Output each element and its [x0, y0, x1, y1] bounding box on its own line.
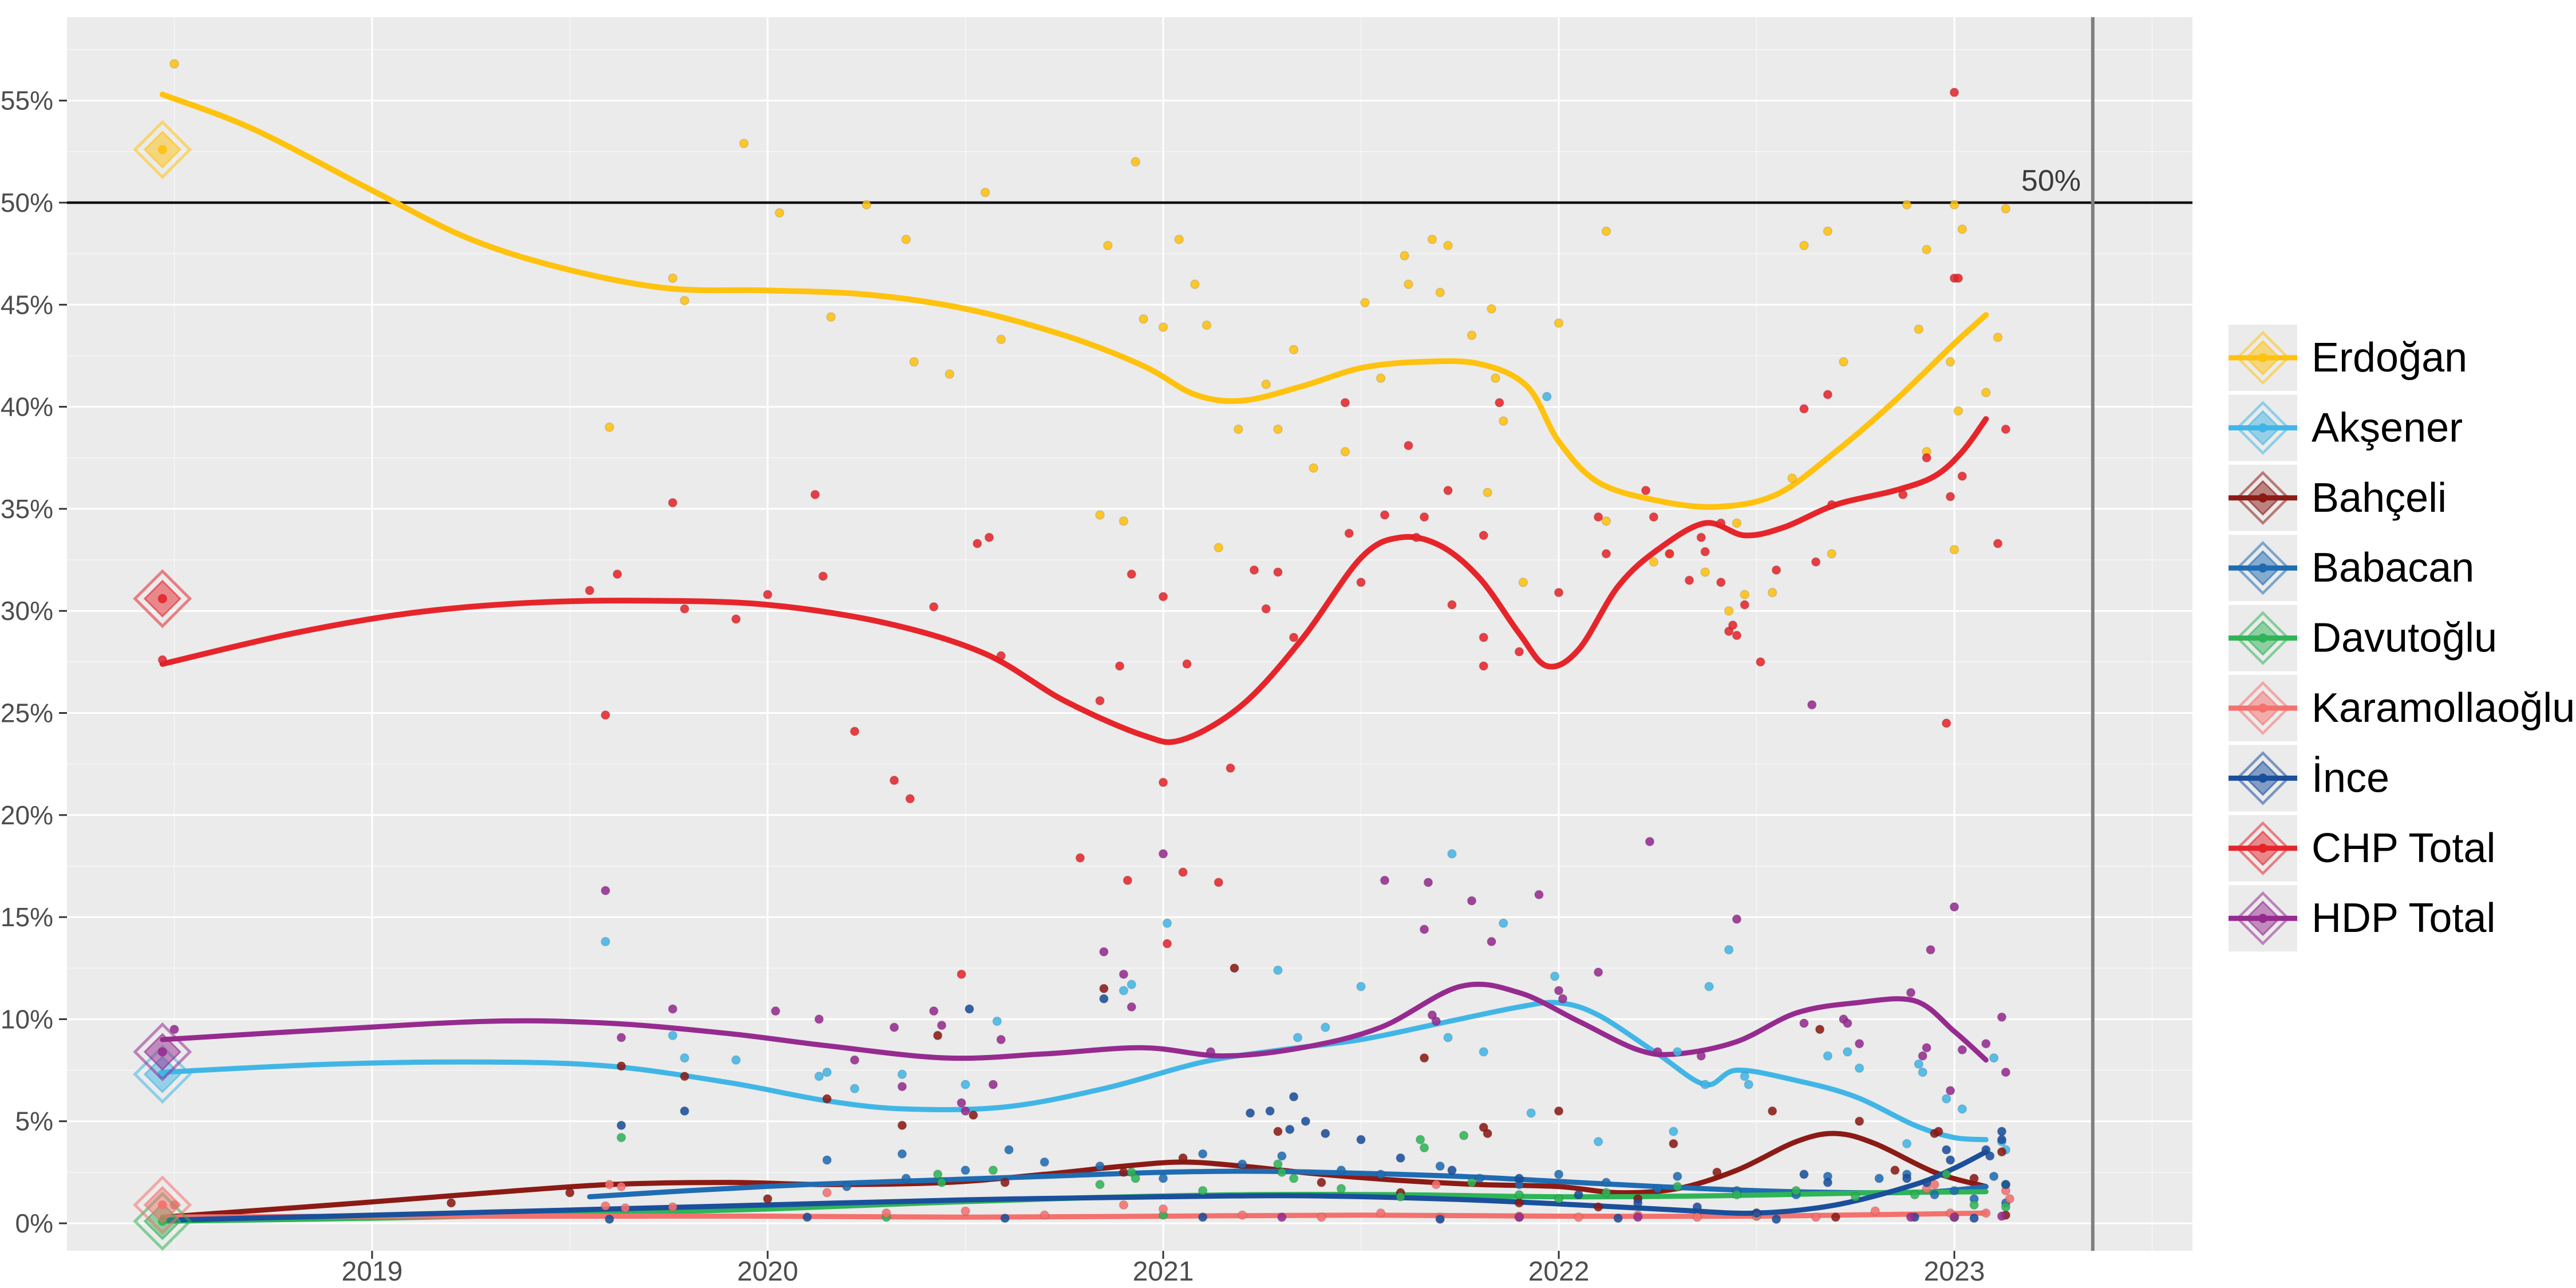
legend-key-diamond-outline	[2235, 681, 2290, 736]
legend-label-babacan: Babacan	[2312, 545, 2474, 591]
legend-key-dot	[2258, 843, 2267, 853]
y-axis-label: 45%	[1, 290, 53, 319]
trend-line-hdp	[160, 981, 1989, 1063]
y-axis-label: 50%	[1, 188, 53, 218]
legend-label-aksener: Akşener	[2312, 405, 2463, 451]
legend-key-dot	[2258, 563, 2267, 573]
x-axis-label: 2023	[1924, 1257, 1985, 1287]
y-axis-label: 10%	[1, 1004, 53, 1034]
trend-line-bahceli	[160, 1131, 1989, 1220]
legend-key-dot	[2258, 353, 2267, 362]
legend-item-davutoglu: Davutoğlu	[2229, 605, 2497, 671]
y-axis-label: 55%	[1, 86, 53, 116]
legend-label-chp: CHP Total	[2312, 825, 2496, 871]
panel-content	[67, 17, 2192, 1251]
legend-key-diamond-outline	[2235, 821, 2290, 875]
election-marker-erdogan	[133, 120, 192, 179]
x-axis-label: 2022	[1528, 1257, 1590, 1287]
legend-label-davutoglu: Davutoğlu	[2312, 615, 2497, 661]
legend-label-erdogan: Erdoğan	[2312, 335, 2467, 381]
trend-line-erdogan	[159, 92, 1989, 510]
y-axis-label: 15%	[1, 902, 53, 932]
legend: Erdoğan Akşener Bahçeli Babacan Davutoğlu Kar…	[2229, 325, 2575, 952]
legend-key-dot	[2258, 773, 2267, 783]
legend-key-diamond-outline	[2235, 330, 2290, 385]
legend-key-dot	[2258, 493, 2267, 503]
points-chp	[157, 87, 2011, 979]
x-axis-label: 2019	[342, 1257, 403, 1287]
legend-key-diamond-outline	[2235, 891, 2290, 946]
y-axis-label: 30%	[1, 596, 53, 626]
legend-item-chp: CHP Total	[2229, 815, 2496, 882]
election-marker-karamollaoglu	[133, 1175, 192, 1235]
legend-item-hdp: HDP Total	[2229, 885, 2496, 952]
legend-key-diamond-outline	[2235, 751, 2290, 805]
x-axis-label: 2020	[737, 1257, 799, 1287]
election-marker-hdp	[133, 1022, 192, 1081]
major-gridlines	[67, 17, 2192, 1251]
legend-label-karamollaoglu: Karamollaoğlu	[2312, 685, 2575, 731]
y-axis-label: 20%	[1, 800, 53, 830]
legend-label-ince: İnce	[2312, 755, 2389, 801]
legend-key-diamond-outline	[2235, 471, 2290, 525]
minor-gridlines	[67, 17, 2192, 1251]
points-erdogan	[169, 59, 2011, 616]
legend-label-bahceli: Bahçeli	[2312, 475, 2447, 521]
points-ince	[605, 994, 2011, 1224]
y-axis-label: 40%	[1, 392, 53, 422]
trend-line-ince	[160, 1149, 1989, 1223]
y-axis-label: 35%	[1, 494, 53, 524]
legend-key-dot	[2258, 423, 2267, 433]
poll-points	[157, 59, 2015, 1224]
election-result-markers	[133, 120, 192, 1251]
legend-label-hdp: HDP Total	[2312, 895, 2496, 941]
y-axis-label: 5%	[15, 1107, 53, 1136]
x-axis-label: 2021	[1133, 1257, 1194, 1287]
legend-key-dot	[2258, 914, 2267, 923]
points-hdp	[169, 700, 2011, 1222]
legend-key-diamond-outline	[2235, 541, 2290, 595]
axes: 0% 5% 10% 15% 20% 25% 30% 35% 40% 45% 50% 55% 2019 20…	[1, 86, 1985, 1287]
trend-line-chp	[159, 416, 1989, 745]
legend-key-diamond-outline	[2235, 611, 2290, 665]
legend-item-karamollaoglu: Karamollaoğlu	[2229, 675, 2575, 741]
points-davutoglu	[616, 1131, 2011, 1222]
legend-item-babacan: Babacan	[2229, 535, 2474, 602]
y-axis-label: 25%	[1, 698, 53, 728]
points-bahceli	[446, 963, 2011, 1222]
legend-key-dot	[2258, 633, 2267, 643]
legend-item-bahceli: Bahçeli	[2229, 464, 2447, 531]
y-axis-label: 0%	[15, 1208, 53, 1238]
legend-item-ince: İnce	[2229, 745, 2389, 812]
legend-item-erdogan: Erdoğan	[2229, 325, 2467, 391]
election-marker-chp	[133, 569, 192, 629]
plot-panel	[67, 17, 2192, 1251]
fifty-percent-annotation: 50%	[2021, 164, 2081, 197]
legend-key-dot	[2258, 704, 2267, 713]
legend-key-diamond-outline	[2235, 401, 2290, 455]
legend-item-aksener: Akşener	[2229, 394, 2463, 461]
trend-line-babacan	[587, 1168, 1989, 1200]
